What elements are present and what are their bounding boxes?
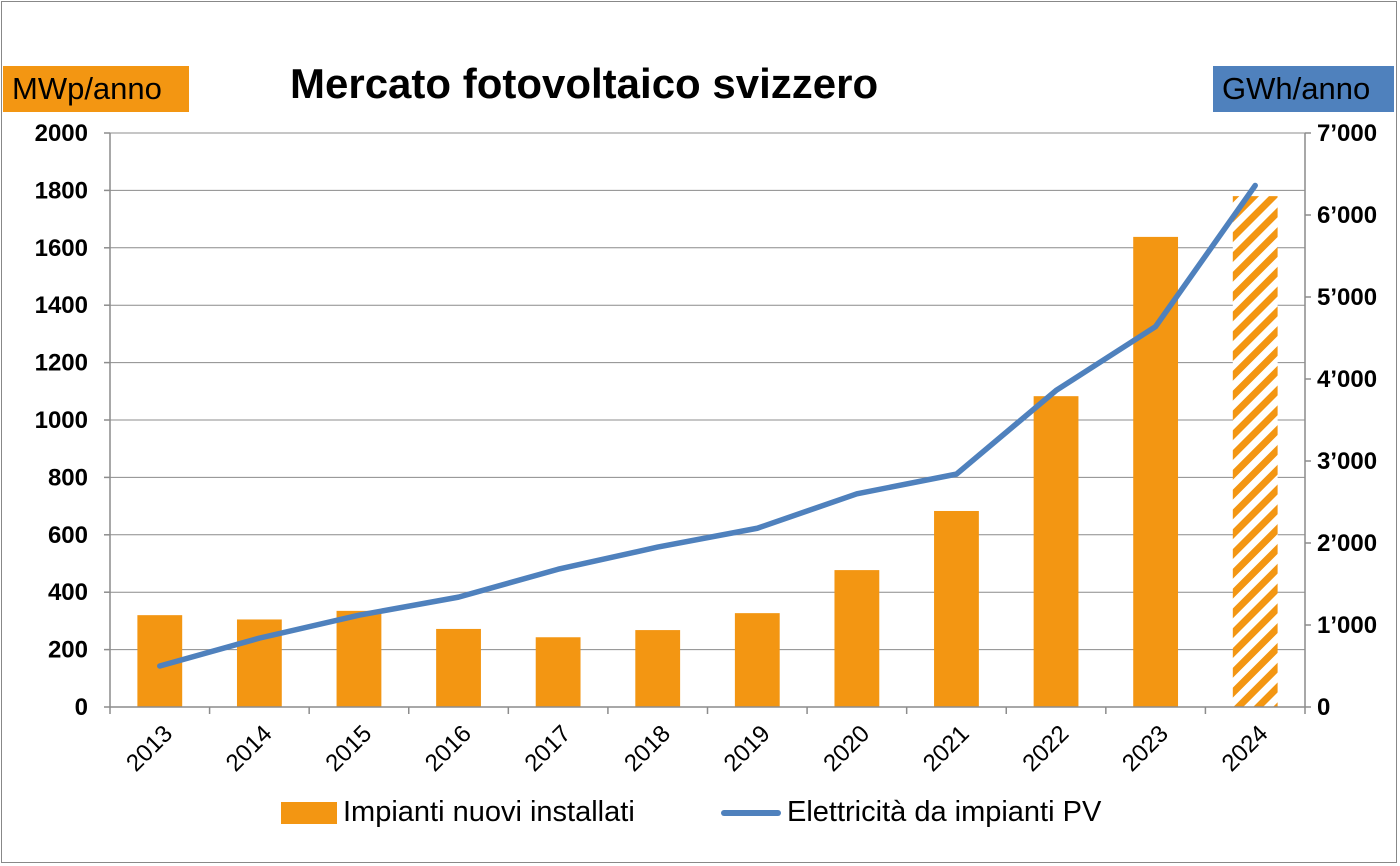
x-axis-tick-label: 2024	[1217, 720, 1274, 777]
right-axis-tick-label: 6’000	[1317, 202, 1377, 229]
left-axis-tick-label: 1200	[35, 350, 88, 377]
left-axis-tick-label: 600	[48, 522, 88, 549]
chart-title: Mercato fotovoltaico svizzero	[290, 60, 879, 107]
bar-hatched	[1232, 196, 1278, 707]
bar	[934, 510, 979, 707]
left-axis-tick-label: 400	[48, 579, 88, 606]
legend-bar-swatch	[281, 801, 337, 824]
series-line	[157, 182, 1258, 669]
legend-line-label: Elettricità da impianti PV	[787, 796, 1102, 828]
left-axis-tick-label: 0	[75, 694, 88, 721]
bar	[535, 637, 581, 707]
bar	[336, 610, 382, 707]
left-axis-tick-label: 1600	[35, 235, 88, 262]
right-axis-tick-label: 5’000	[1317, 284, 1377, 311]
bar	[1033, 396, 1079, 707]
bar	[635, 630, 681, 707]
x-axis-tick-label: 2013	[121, 720, 178, 777]
bar	[436, 628, 481, 707]
bar	[734, 613, 780, 707]
x-axis-tick-label: 2018	[619, 720, 676, 777]
x-axis-tick-label: 2019	[719, 720, 776, 777]
bar	[834, 570, 880, 707]
x-axis-tick-label: 2017	[520, 720, 577, 777]
right-axis-tick-label: 3’000	[1317, 448, 1377, 475]
legend-line-swatch	[721, 809, 781, 816]
x-axis-tick-label: 2016	[420, 720, 477, 777]
left-axis-unit-label: MWp/anno	[3, 66, 189, 112]
left-axis-tick-label: 1800	[35, 177, 88, 204]
right-axis-tick-label: 1’000	[1317, 612, 1377, 639]
x-axis-tick-label: 2023	[1117, 720, 1174, 777]
legend-bars-label: Impianti nuovi installati	[343, 796, 635, 828]
left-axis-tick-label: 800	[48, 464, 88, 491]
legend-item-line: Elettricità da impianti PV	[721, 796, 1101, 829]
right-axis-tick-label: 0	[1317, 694, 1330, 721]
x-axis-tick-label: 2020	[818, 720, 875, 777]
left-axis-tick-label: 1400	[35, 292, 88, 319]
x-axis-tick-label: 2015	[320, 720, 377, 777]
right-axis-unit-label: GWh/anno	[1213, 66, 1394, 112]
right-axis-tick-label: 4’000	[1317, 366, 1377, 393]
x-axis-tick-label: 2022	[1017, 720, 1074, 777]
left-axis-tick-label: 200	[48, 637, 88, 664]
x-axis-tick-label: 2021	[918, 720, 975, 777]
left-axis-tick-label: 1000	[35, 407, 88, 434]
legend-item-bars: Impianti nuovi installati	[281, 796, 635, 829]
bar	[1133, 236, 1179, 708]
right-axis-tick-label: 2’000	[1317, 530, 1377, 557]
left-axis-tick-label: 2000	[35, 120, 88, 147]
x-axis-tick-label: 2014	[221, 720, 278, 777]
right-axis-tick-label: 7’000	[1317, 120, 1377, 147]
